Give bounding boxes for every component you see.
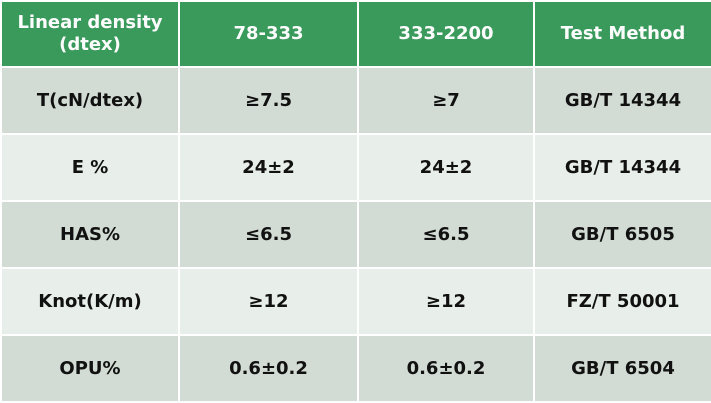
cell: ≥12 bbox=[357, 267, 535, 336]
row-label: HAS% bbox=[0, 200, 180, 269]
cell: ≤6.5 bbox=[178, 200, 359, 269]
row-label: E % bbox=[0, 133, 180, 202]
cell: 0.6±0.2 bbox=[357, 334, 535, 403]
header-cell: 78-333 bbox=[178, 0, 359, 68]
cell: GB/T 14344 bbox=[533, 66, 711, 135]
header-cell: Test Method bbox=[533, 0, 711, 68]
table-row: T(cN/dtex) ≥7.5 ≥7 GB/T 14344 bbox=[0, 66, 711, 135]
cell: GB/T 6504 bbox=[533, 334, 711, 403]
table-row: HAS% ≤6.5 ≤6.5 GB/T 6505 bbox=[0, 200, 711, 269]
header-row: Linear density (dtex) 78-333 333-2200 Test … bbox=[0, 0, 711, 68]
header-cell: 333-2200 bbox=[357, 0, 535, 68]
cell: 0.6±0.2 bbox=[178, 334, 359, 403]
cell: FZ/T 50001 bbox=[533, 267, 711, 336]
row-label: T(cN/dtex) bbox=[0, 66, 180, 135]
table-row: E % 24±2 24±2 GB/T 14344 bbox=[0, 133, 711, 202]
cell: ≥7 bbox=[357, 66, 535, 135]
cell: ≤6.5 bbox=[357, 200, 535, 269]
cell: 24±2 bbox=[357, 133, 535, 202]
cell: ≥12 bbox=[178, 267, 359, 336]
header-cell: Linear density (dtex) bbox=[0, 0, 180, 68]
cell: GB/T 14344 bbox=[533, 133, 711, 202]
row-label: Knot(K/m) bbox=[0, 267, 180, 336]
cell: ≥7.5 bbox=[178, 66, 359, 135]
cell: 24±2 bbox=[178, 133, 359, 202]
row-label: OPU% bbox=[0, 334, 180, 403]
table-row: OPU% 0.6±0.2 0.6±0.2 GB/T 6504 bbox=[0, 334, 711, 403]
table-body: T(cN/dtex) ≥7.5 ≥7 GB/T 14344 E % 24±2 24±2 GB/… bbox=[0, 66, 711, 403]
table-row: Knot(K/m) ≥12 ≥12 FZ/T 50001 bbox=[0, 267, 711, 336]
cell: GB/T 6505 bbox=[533, 200, 711, 269]
